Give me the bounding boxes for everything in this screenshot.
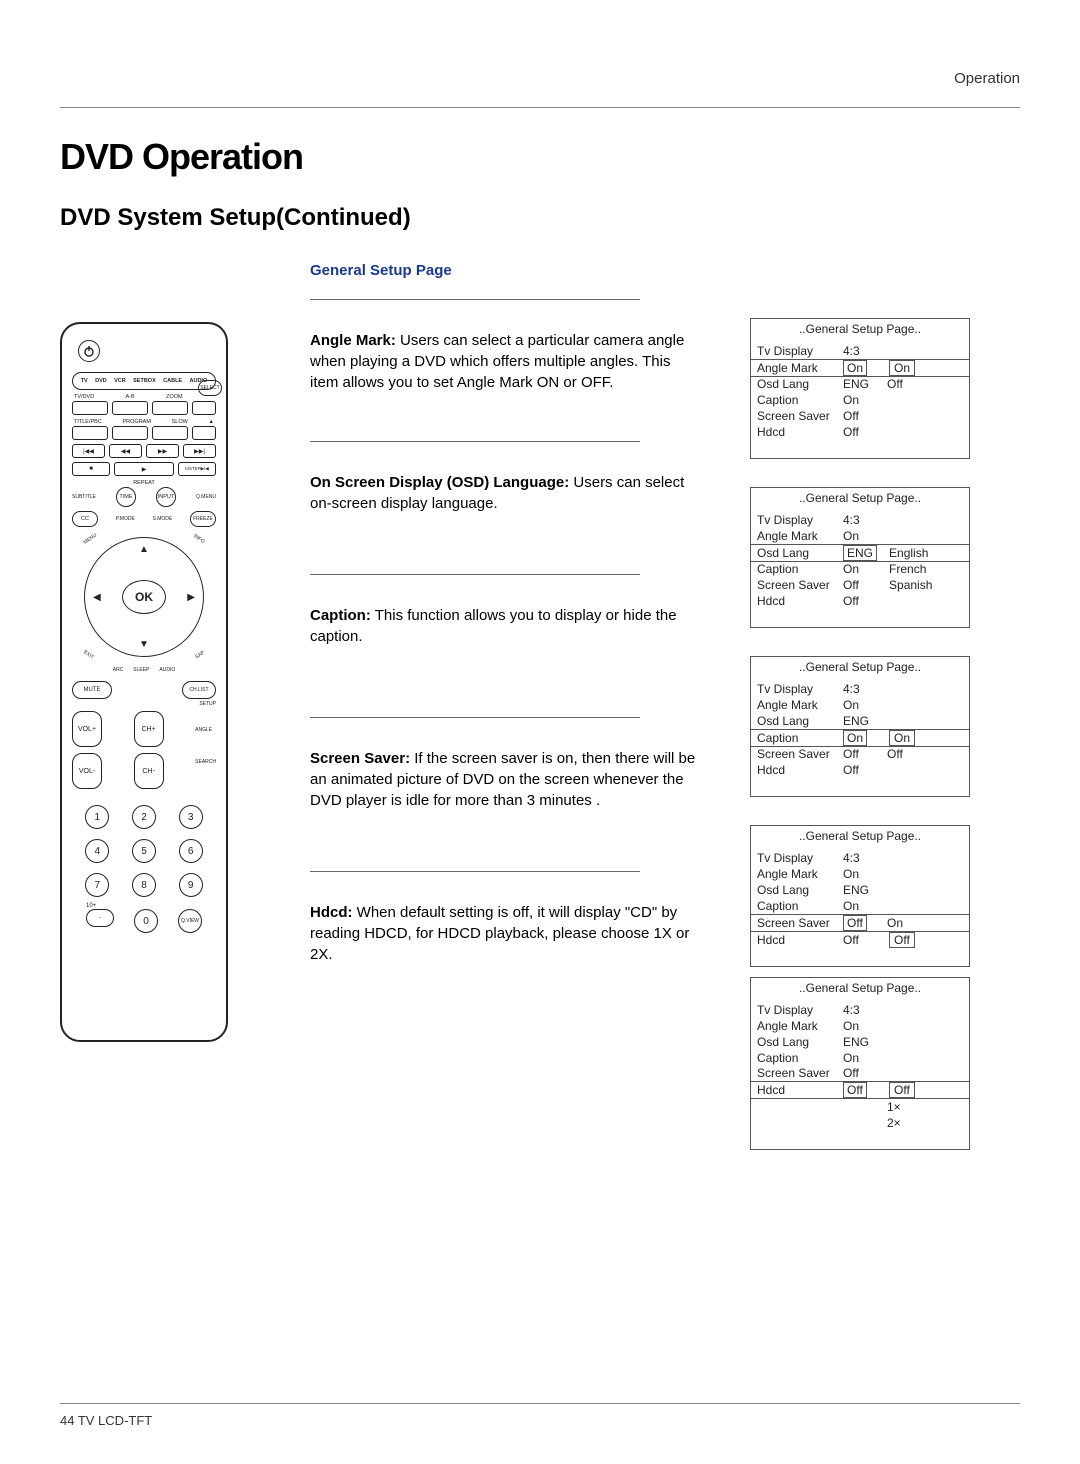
- input-button: INPUT: [156, 487, 176, 507]
- num-1: 1: [85, 805, 109, 829]
- remote-btn: ▶▶: [146, 444, 179, 458]
- osd-box-hdcd: ..General Setup Page..Tv Display4:3Angle…: [750, 977, 970, 1151]
- page-subtitle: DVD System Setup(Continued): [60, 204, 1020, 232]
- osd-box-saver: ..General Setup Page..Tv Display4:3Angle…: [750, 825, 970, 967]
- qview-button: Q.VIEW: [178, 909, 202, 933]
- osd-lang-desc: On Screen Display (OSD) Language: Users …: [310, 472, 700, 514]
- hdcd-desc: Hdcd: When default setting is off, it wi…: [310, 902, 700, 965]
- chlist-button: CH.LIST: [182, 681, 216, 699]
- num-0: 0: [134, 909, 158, 933]
- remote-btn: [152, 401, 188, 415]
- chdown-button: CH-: [134, 753, 164, 789]
- mute-button: MUTE: [72, 681, 112, 699]
- volup-button: VOL+: [72, 711, 102, 747]
- remote-btn: ■: [72, 462, 110, 476]
- num-3: 3: [179, 805, 203, 829]
- select-button: SELECT: [198, 380, 222, 396]
- num-9: 9: [179, 873, 203, 897]
- section-rule: [310, 441, 640, 442]
- remote-btn: |◀◀: [72, 444, 105, 458]
- freeze-button: FREEZE: [190, 511, 216, 527]
- remote-device-row: TV DVD VCR SETBOX CABLE AUDIO: [72, 372, 216, 390]
- header-section-label: Operation: [60, 70, 1020, 87]
- ok-button: OK: [122, 580, 166, 614]
- header-rule: [60, 107, 1020, 108]
- osd-box-caption: ..General Setup Page..Tv Display4:3Angle…: [750, 656, 970, 797]
- osd-box-osdlang: ..General Setup Page..Tv Display4:3Angle…: [750, 487, 970, 628]
- voldown-button: VOL-: [72, 753, 102, 789]
- remote-btn: [112, 426, 148, 440]
- section-rule: [310, 717, 640, 718]
- num-6: 6: [179, 839, 203, 863]
- power-icon: [78, 340, 100, 362]
- cc-button: CC: [72, 511, 98, 527]
- remote-btn: [112, 401, 148, 415]
- section-rule: [310, 299, 640, 300]
- remote-btn: ▶: [114, 462, 174, 476]
- remote-btn: [192, 426, 216, 440]
- remote-btn: [192, 401, 216, 415]
- remote-btn: ◀◀: [109, 444, 142, 458]
- remote-btn: [72, 426, 108, 440]
- page-title: DVD Operation: [60, 136, 1020, 178]
- angle-mark-desc: Angle Mark: Users can select a particula…: [310, 330, 700, 393]
- num-7: 7: [85, 873, 109, 897]
- num-2: 2: [132, 805, 156, 829]
- remote-btn: ▶▶|: [183, 444, 216, 458]
- section-rule: [310, 574, 640, 575]
- remote-btn: [152, 426, 188, 440]
- chup-button: CH+: [134, 711, 164, 747]
- page-footer: 44 TV LCD-TFT: [60, 1413, 152, 1428]
- remote-btn: [72, 401, 108, 415]
- time-button: TIME: [116, 487, 136, 507]
- nav-pad: ▲ ▼ ◀ ▶ OK MENU INFO EXIT SAP: [84, 537, 204, 657]
- remote-btn: II/STEP▶/◀: [178, 462, 216, 476]
- osd-box-anglemark: ..General Setup Page..Tv Display4:3Angle…: [750, 318, 970, 459]
- footer-rule: [60, 1403, 1020, 1404]
- screensaver-desc: Screen Saver: If the screen saver is on,…: [310, 748, 700, 811]
- caption-desc: Caption: This function allows you to dis…: [310, 605, 700, 647]
- section-heading: General Setup Page: [310, 262, 700, 279]
- section-rule: [310, 871, 640, 872]
- num-5: 5: [132, 839, 156, 863]
- remote-control-diagram: TV DVD VCR SETBOX CABLE AUDIO SELECT TV/…: [60, 322, 228, 1042]
- dash-button: -: [86, 909, 114, 927]
- num-4: 4: [85, 839, 109, 863]
- num-8: 8: [132, 873, 156, 897]
